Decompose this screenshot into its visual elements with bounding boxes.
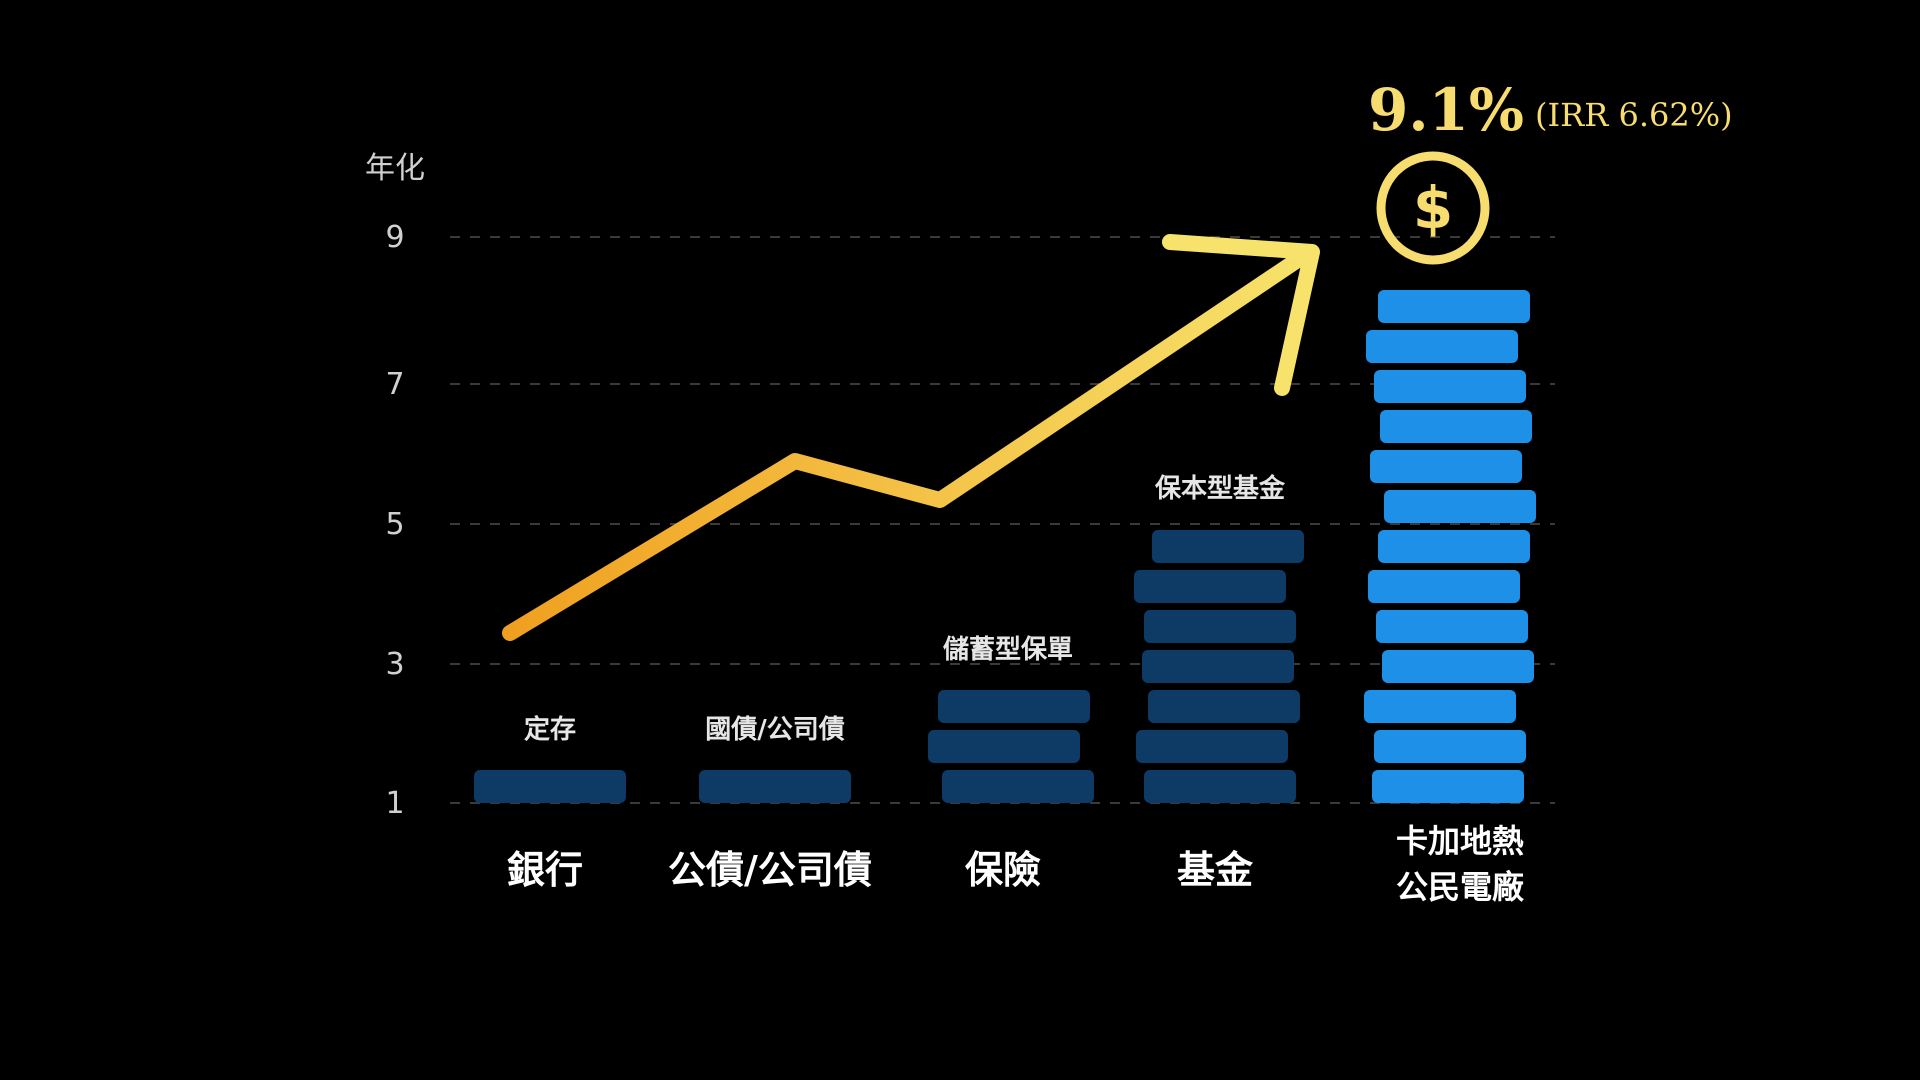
bar-sublabel: 定存 (524, 714, 576, 745)
bar-segment (1374, 370, 1526, 403)
y-axis-label: 年化 (365, 151, 425, 186)
bar-segment (1134, 570, 1286, 603)
bar-segment (1384, 490, 1536, 523)
x-category-label: 卡加地熱 (1396, 822, 1524, 860)
trend-arrow (502, 234, 1320, 641)
y-tick-label: 1 (385, 786, 404, 821)
bar-sublabel: 儲蓄型保單 (943, 635, 1073, 665)
bar-segment (938, 690, 1090, 723)
x-category-label: 銀行 (507, 848, 583, 892)
bar-segment (1378, 530, 1530, 563)
x-category-label: 基金 (1177, 848, 1254, 892)
bar-segment (1144, 770, 1296, 803)
bar-segment (1372, 770, 1524, 803)
x-category-label: 公民電廠 (1396, 868, 1524, 906)
bar (1364, 290, 1536, 803)
y-tick-label: 9 (385, 220, 404, 255)
bar-segment (928, 730, 1080, 763)
x-category-label: 保險 (965, 848, 1041, 892)
bar-segment (1370, 450, 1522, 483)
bar-segment (1152, 530, 1304, 563)
y-tick-label: 3 (385, 647, 404, 682)
svg-text:$: $ (1413, 174, 1453, 242)
dollar-coin-icon: $ (1376, 151, 1490, 265)
gridlines (450, 236, 1555, 804)
bar-segment (1364, 690, 1516, 723)
bar-segment (1148, 690, 1300, 723)
bar-segment (1376, 610, 1528, 643)
bar-segment (1382, 650, 1534, 683)
bar (1134, 530, 1304, 803)
bar (474, 770, 626, 803)
bar-segment (1366, 330, 1518, 363)
bar-segment (1378, 290, 1530, 323)
irr-note: (IRR 6.62%) (1535, 96, 1733, 134)
x-category-label: 公債/公司債 (668, 848, 872, 892)
highlight-value: 9.1% (1368, 76, 1524, 144)
y-tick-label: 7 (385, 367, 404, 402)
trend-line (502, 247, 1313, 641)
bar (699, 770, 851, 803)
trend-arrowhead (1162, 234, 1320, 396)
bar-segment (1142, 650, 1294, 683)
bar-segment (1374, 730, 1526, 763)
bar-sublabel: 保本型基金 (1154, 473, 1286, 504)
bar-segment (942, 770, 1094, 803)
bar-segment (699, 770, 851, 803)
bars (474, 290, 1536, 803)
bar-sublabel: 國債/公司債 (705, 715, 845, 745)
bar-segment (1368, 570, 1520, 603)
y-axis: 年化 1 3 5 7 9 (365, 151, 425, 821)
bar-segment (1380, 410, 1532, 443)
bar-segment (474, 770, 626, 803)
bar (928, 690, 1094, 803)
bar-segment (1136, 730, 1288, 763)
highlight-callout: 9.1% (IRR 6.62%) $ (1368, 76, 1733, 265)
y-tick-label: 5 (385, 507, 404, 542)
bar-segment (1144, 610, 1296, 643)
